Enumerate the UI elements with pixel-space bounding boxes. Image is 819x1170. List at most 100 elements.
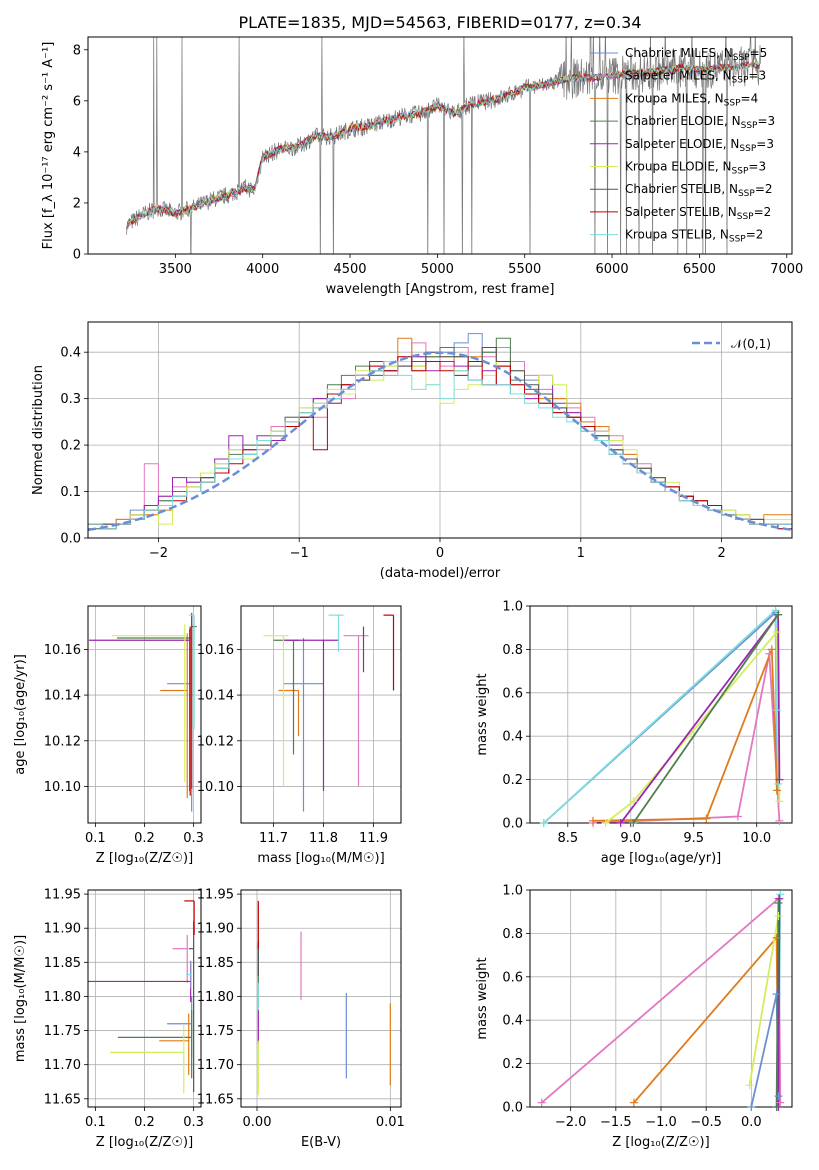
- weight_vs_Z-series-1-marker-1: [772, 933, 781, 942]
- age_vs_Z-xtick-label-2: 0.3: [183, 831, 204, 846]
- spectrum-legend-label-3: Chabrier ELODIE, NSSP=3: [625, 114, 775, 131]
- mass_vs_ebv-xtick-label-1: 0.01: [376, 1115, 405, 1130]
- mass_vs_Z-ytick-label-4: 11.85: [44, 956, 81, 971]
- mass_vs_Z-xtick-label-0: 0.1: [85, 1115, 106, 1130]
- spectrum-xtick-label-2: 4500: [333, 262, 366, 277]
- spectrum-legend-label-8: Kroupa STELIB, NSSP=2: [625, 228, 763, 245]
- spectrum-xtick-label-5: 6000: [596, 262, 629, 277]
- mass_vs_Z-xlabel: Z [log₁₀(Z/Z☉)]: [96, 1135, 193, 1150]
- age_vs_Z-ylabel: age [log₁₀(age/yr)]: [13, 654, 28, 775]
- spectrum-legend-value-1: =3: [748, 69, 766, 83]
- spectrum-ytick-label-0: 0: [73, 248, 81, 263]
- mass_vs_ebv-panel: 0.00 0.01 11.65 11.70 11.75 11.80 11.85 11.90 11…: [197, 888, 405, 1150]
- spectrum-legend-subscript-6: SSP: [738, 189, 755, 199]
- spectrum-legend-subscript-1: SSP: [732, 76, 749, 86]
- weight_vs_age-ytick-label-1: 0.2: [502, 773, 523, 788]
- mass_vs_Z-ytick-label-6: 11.95: [44, 888, 81, 903]
- weight_vs_age-ytick-label-4: 0.8: [502, 643, 523, 658]
- spectrum-legend-subscript-0: SSP: [733, 53, 750, 63]
- spectrum-panel: 3500 4000 4500 5000 5500 6000 6500 7000 0 2 4 6 8 wav…: [41, 36, 803, 297]
- figure-title: PLATE=1835, MJD=54563, FIBERID=0177, z=0…: [238, 13, 641, 32]
- weight_vs_Z-ylabel: mass weight: [475, 957, 490, 1039]
- weight_vs_Z-series-2-marker-2: [774, 1092, 783, 1101]
- weight_vs_age-ytick-label-0: 0.0: [502, 817, 523, 832]
- weight_vs_age-series-1-marker-1: [771, 606, 780, 615]
- age_vs_Z-ytick-label-1: 10.12: [44, 734, 81, 749]
- age_vs_mass-panel: 11.7 11.8 11.9 10.10 10.12 10.14 10.16 mass [lo…: [197, 605, 402, 866]
- mass_vs_ebv-ytick-label-3: 11.80: [197, 990, 234, 1005]
- weight_vs_Z-series-2-marker-1: [772, 990, 781, 999]
- weight_vs_age-xlabel: age [log₁₀(age/yr)]: [601, 851, 722, 866]
- weight_vs_age-series-5-marker-2: [775, 775, 784, 784]
- spectrum-model-line-8: [126, 61, 760, 230]
- age_vs_mass-ytick-label-3: 10.16: [197, 643, 234, 658]
- age_vs_mass-frame: [240, 605, 402, 824]
- weight_vs_age-series-4-marker-0: [601, 819, 610, 827]
- weight_vs_age-series-2-marker-3: [775, 816, 784, 825]
- mass_vs_ebv-plot-area: [257, 900, 391, 1096]
- age_vs_Z-xtick-label-1: 0.2: [134, 831, 155, 846]
- mass_vs_ebv-ytick-label-2: 11.75: [197, 1024, 234, 1039]
- weight_vs_age-ytick-label-5: 1.0: [502, 600, 523, 615]
- age_vs_Z-xtick-label-0: 0.1: [85, 831, 106, 846]
- spectrum-legend-label-0: Chabrier MILES, NSSP=5: [625, 46, 767, 63]
- residuals-ytick-label-4: 0.4: [60, 346, 81, 361]
- weight_vs_Z-series-2-marker-0: [747, 1103, 756, 1111]
- residuals-xtick-label-2: 0: [436, 546, 444, 561]
- weight_vs_Z-ytick-label-2: 0.4: [502, 1014, 523, 1029]
- mass_vs_Z-ytick-label-5: 11.90: [44, 922, 81, 937]
- spectrum-ylabel: Flux [f_λ 10⁻¹⁷ erg cm⁻² s⁻¹ A⁻¹]: [41, 42, 56, 250]
- age_vs_mass-xtick-label-1: 11.8: [309, 831, 338, 846]
- spectrum-legend-label-1: Salpeter MILES, NSSP=3: [625, 69, 766, 86]
- weight_vs_Z-ytick-label-3: 0.6: [502, 970, 523, 985]
- spectrum-legend-value-4: =3: [756, 137, 774, 151]
- weight_vs_age-xtick-label-3: 10.0: [742, 831, 771, 846]
- age_vs_mass-xlabel: mass [log₁₀(M/M☉)]: [257, 851, 384, 866]
- age_vs_mass-xtick-label-2: 11.9: [359, 831, 388, 846]
- weight_vs_Z-series-6-marker-1: [774, 899, 783, 908]
- spectrum-xtick-label-1: 4000: [246, 262, 279, 277]
- weight_vs_age-series-4-marker-3: [775, 797, 784, 806]
- residuals-ytick-label-1: 0.1: [60, 485, 81, 500]
- spectrum-legend-label-5: Kroupa ELODIE, NSSP=3: [625, 160, 766, 177]
- mass_vs_Z-plot-area: [88, 900, 195, 1094]
- age_vs_mass-ytick-label-0: 10.10: [197, 780, 234, 795]
- mass_vs_Z-ytick-label-0: 11.65: [44, 1092, 81, 1107]
- weight_vs_age-series-6-marker-0: [629, 819, 638, 827]
- spectrum-legend-subscript-3: SSP: [741, 121, 758, 131]
- spectrum-ytick-label-4: 8: [73, 43, 81, 58]
- mass_vs_Z-ytick-label-3: 11.80: [44, 990, 81, 1005]
- weight_vs_Z-series-line-3: [748, 915, 780, 1086]
- mass_vs_Z-panel: 0.1 0.2 0.3 11.65 11.70 11.75 11.80 11.85 11.90 1…: [13, 888, 204, 1150]
- spectrum-legend-value-5: =3: [748, 160, 766, 174]
- weight_vs_age-series-2-marker-2: [765, 649, 774, 658]
- weight_vs_Z-series-line-6: [775, 902, 780, 1107]
- weight_vs_age-series-2-marker-1: [733, 812, 742, 821]
- weight_vs_Z-series-4-marker-1: [776, 890, 785, 899]
- residuals-plot-area: [88, 333, 792, 538]
- weight_vs_age-series-1-marker-2: [772, 706, 781, 715]
- spectrum-legend-label-7: Salpeter STELIB, NSSP=2: [625, 205, 771, 222]
- spectrum-plot-area: [126, 37, 761, 254]
- plot-layer: 3500 4000 4500 5000 5500 6000 6500 7000 0 2 4 6 8 wav…: [13, 36, 803, 1150]
- mass_vs_ebv-ytick-label-4: 11.85: [197, 956, 234, 971]
- weight_vs_age-series-5-marker-0: [616, 819, 625, 827]
- weight_vs_age-xtick-label-0: 8.5: [557, 831, 578, 846]
- weight_vs_age-series-3-marker-1: [702, 814, 711, 823]
- residuals-ytick-label-0: 0.0: [60, 532, 81, 547]
- age_vs_Z-plot-area: [88, 612, 197, 812]
- residuals-xtick-label-1: −1: [290, 546, 309, 561]
- weight_vs_Z-series-3-marker-0: [745, 1081, 754, 1090]
- weight_vs_Z-xtick-label-2: −1.0: [645, 1115, 677, 1130]
- spectrum-legend-subscript-2: SSP: [724, 98, 741, 108]
- age_vs_Z-ytick-label-0: 10.10: [44, 780, 81, 795]
- age_vs_Z-ytick-label-3: 10.16: [44, 643, 81, 658]
- spectrum-legend-value-7: =2: [754, 205, 772, 219]
- weight_vs_age-panel: 8.5 9.0 9.5 10.0 0.0 0.2 0.4 0.6 0.8 1.0 age [log₁…: [475, 600, 793, 866]
- mass_vs_ebv-ytick-label-6: 11.95: [197, 888, 234, 903]
- weight_vs_Z-ytick-label-5: 1.0: [502, 884, 523, 899]
- age_vs_mass-ytick-label-2: 10.14: [197, 689, 234, 704]
- residuals-xtick-label-3: 1: [577, 546, 585, 561]
